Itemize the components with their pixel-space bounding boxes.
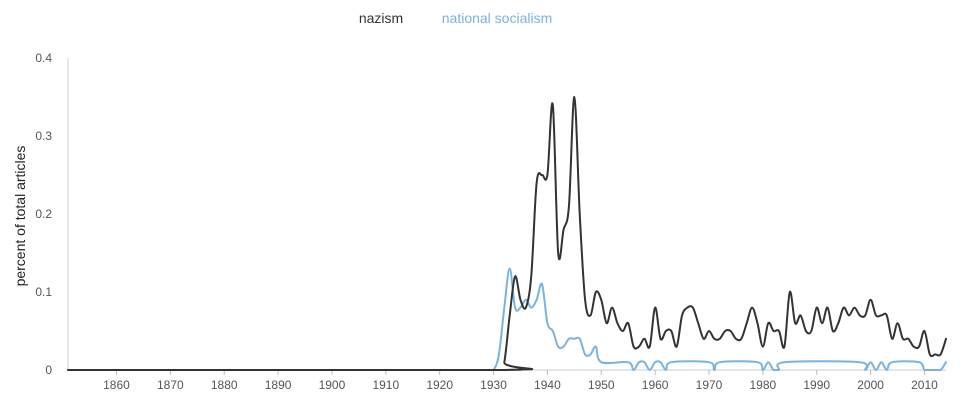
x-tick-label: 1980 [750, 378, 777, 392]
y-tick-label: 0 [45, 363, 52, 377]
x-tick-label: 2010 [911, 378, 938, 392]
y-axis-title: percent of total articles [12, 146, 28, 287]
x-tick-label: 1880 [211, 378, 238, 392]
y-tick-label: 0.3 [35, 129, 52, 143]
x-tick-label: 1940 [534, 378, 561, 392]
y-tick-label: 0.4 [35, 51, 52, 65]
x-tick-label: 1920 [426, 378, 453, 392]
x-tick-label: 1860 [103, 378, 130, 392]
y-tick-label: 0.2 [35, 207, 52, 221]
x-tick-label: 1900 [319, 378, 346, 392]
x-tick-label: 1990 [803, 378, 830, 392]
x-tick-label: 1890 [265, 378, 292, 392]
series-line-nazism [67, 95, 947, 372]
y-axis-ticks: 0 0.1 0.2 0.3 0.4 [35, 51, 52, 377]
legend: nazism national socialism [359, 10, 552, 26]
x-tick-label: 2000 [857, 378, 884, 392]
x-tick-label: 1930 [480, 378, 507, 392]
series-layer [67, 95, 947, 372]
y-tick-label: 0.1 [35, 285, 52, 299]
legend-entry-nazism[interactable]: nazism [359, 10, 403, 26]
x-tick-label: 1870 [157, 378, 184, 392]
x-tick-label: 1960 [642, 378, 669, 392]
x-tick-label: 1950 [588, 378, 615, 392]
legend-entry-national-socialism[interactable]: national socialism [442, 10, 553, 26]
x-tick-label: 1970 [696, 378, 723, 392]
x-tick-label: 1910 [372, 378, 399, 392]
x-axis-ticks: 1860 1870 1880 1890 1900 1910 1920 1930 1940 1950… [103, 370, 938, 392]
